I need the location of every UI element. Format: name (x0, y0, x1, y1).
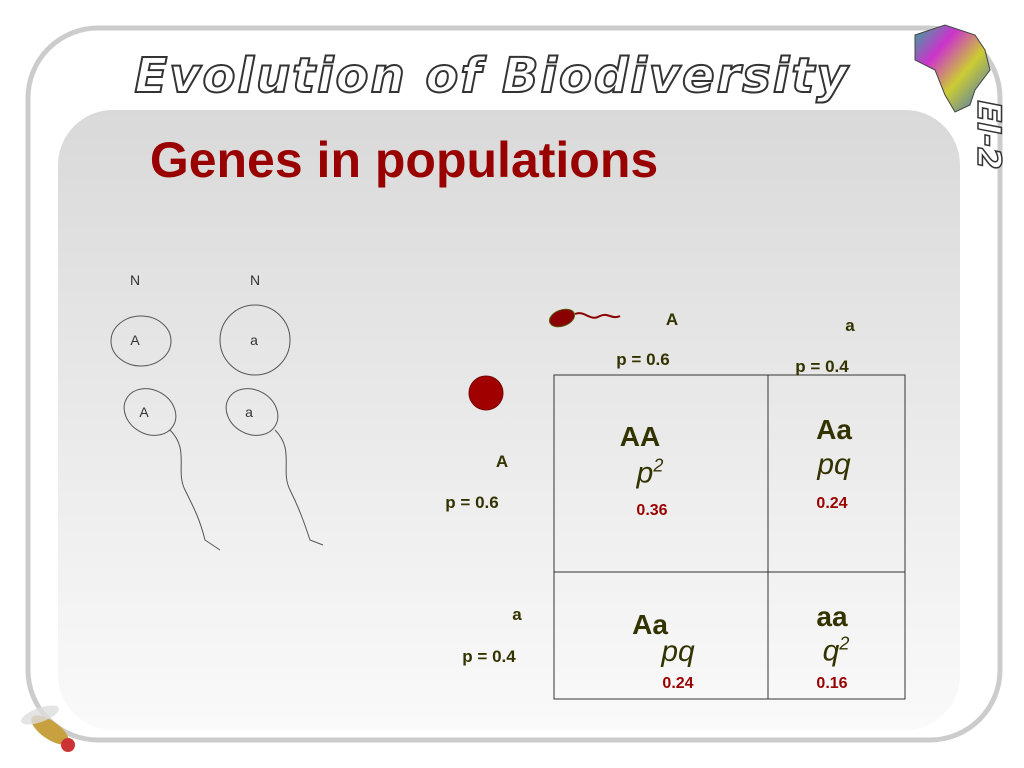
africa-logo (914, 24, 991, 113)
sperm-head (225, 388, 279, 436)
punnett-border (553, 374, 906, 700)
sperm-tail (169, 429, 221, 551)
sperm-tail (274, 429, 324, 546)
allele: a (245, 404, 253, 420)
genotype: Aa (816, 414, 852, 445)
frequency-symbol: p2 (637, 456, 664, 491)
cell-label: N (249, 272, 261, 288)
allele: A (130, 332, 140, 348)
symbol: q (822, 634, 840, 668)
genotype-frequency: 0.24 (662, 675, 694, 692)
fly-icon (21, 705, 75, 752)
genotype: aa (816, 601, 848, 632)
frequency-symbol: pq (661, 635, 695, 668)
allele: A (139, 404, 149, 420)
row-freq: p = 0.6 (445, 493, 499, 512)
sperm-head (123, 388, 177, 436)
cell-label: N (129, 272, 141, 288)
cell (110, 315, 172, 367)
row-allele: A (495, 452, 509, 471)
sperm-icon-tail (574, 312, 621, 319)
column-allele: a (845, 316, 855, 335)
genotype-frequency: 0.36 (636, 502, 668, 519)
column-freq: p = 0.4 (795, 357, 849, 376)
column-allele: A (665, 310, 679, 329)
genotype: Aa (632, 609, 668, 640)
row-allele: a (512, 605, 522, 624)
panel (58, 110, 960, 730)
badge: EI-2 (970, 100, 1008, 169)
allele: a (250, 332, 258, 348)
cell (219, 304, 291, 376)
exponent: 2 (839, 633, 850, 654)
genotype-frequency: 0.16 (816, 675, 848, 692)
symbol: p (636, 456, 654, 490)
row-freq: p = 0.4 (462, 647, 516, 666)
header-title: Evolution of Biodiversity (134, 48, 849, 104)
egg-icon (468, 375, 504, 411)
frequency-symbol: pq (817, 448, 851, 481)
sperm-icon (548, 308, 576, 328)
exponent: 2 (653, 455, 664, 476)
column-freq: p = 0.6 (616, 350, 670, 369)
slide-title: Genes in populations (149, 132, 659, 188)
frequency-symbol: q2 (823, 634, 850, 669)
genotype-frequency: 0.24 (816, 495, 848, 512)
genotype: AA (619, 421, 661, 452)
